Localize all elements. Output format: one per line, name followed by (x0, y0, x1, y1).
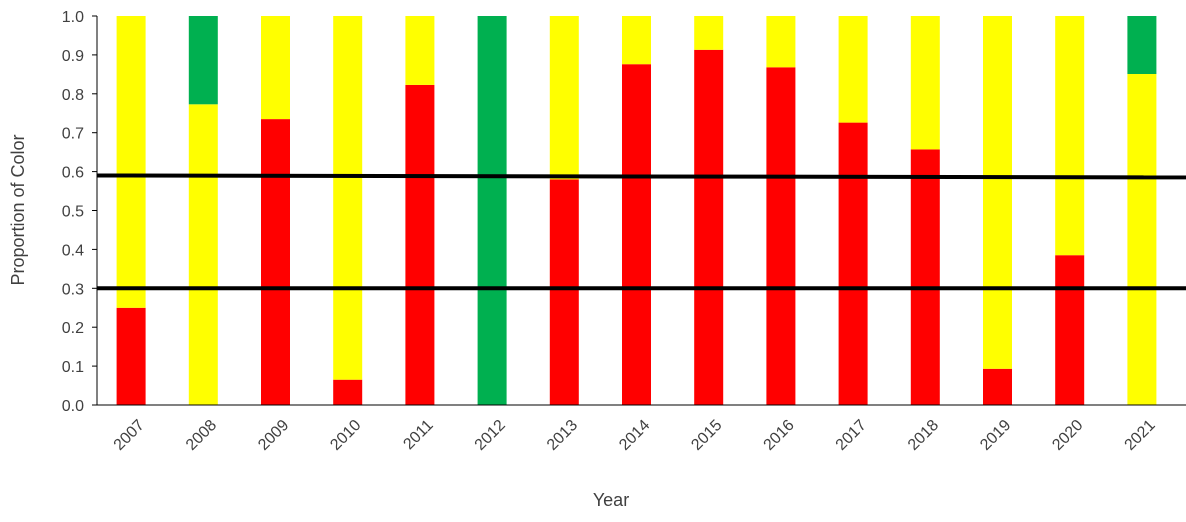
bar-segment-2007-1 (116, 16, 146, 308)
x-tick-label: 2020 (1049, 417, 1086, 454)
bar-segment-2018-1 (910, 16, 940, 150)
y-tick-label: 0.6 (62, 165, 84, 182)
bar-segment-2020-1 (1055, 16, 1085, 256)
bar-segment-2009-0 (261, 119, 290, 405)
y-tick-label: 0.2 (62, 320, 84, 337)
x-tick-label: 2012 (472, 417, 509, 454)
x-tick-label: 2007 (111, 417, 148, 454)
bar-segment-2021-2 (1127, 16, 1157, 74)
bar-segment-2007-0 (116, 307, 146, 406)
reference-lines-group (96, 173, 1186, 291)
y-tick-label: 0.7 (62, 126, 84, 143)
bar-segment-2013-1 (549, 16, 579, 180)
bar-segment-2011-1 (405, 16, 435, 85)
bar-segment-2017-0 (838, 122, 868, 405)
x-tick-label: 2008 (183, 417, 220, 454)
bar-segment-2008-2 (188, 16, 218, 105)
bar-segment-2020-0 (1055, 255, 1085, 405)
x-tick-label: 2019 (977, 417, 1014, 454)
y-tick-label: 0.5 (62, 204, 84, 221)
y-tick-label: 0.0 (62, 398, 84, 415)
bar-segment-2015-1 (694, 16, 724, 50)
x-tick-label: 2021 (1122, 417, 1159, 454)
x-tick-label: 2016 (761, 417, 798, 454)
bar-segment-2009-1 (261, 16, 290, 120)
bar-segment-2014-1 (622, 16, 651, 65)
y-tick-label: 0.3 (62, 281, 84, 298)
bar-segment-2010-0 (333, 379, 363, 405)
bar-segment-2008-1 (188, 104, 218, 406)
x-tick-label: 2010 (327, 417, 364, 454)
bar-segment-2015-0 (694, 49, 724, 406)
bar-segment-2012-2 (477, 16, 507, 405)
bar-segment-2014-0 (622, 64, 651, 405)
bar-segment-2016-0 (766, 67, 796, 406)
y-ticks-group: 0.0 0.1 0.2 0.3 0.4 0.5 0.6 0.7 0.8 0.9 1.0 (62, 9, 97, 415)
y-tick-label: 0.9 (62, 48, 84, 65)
bars-group (116, 16, 1157, 406)
x-tick-label: 2017 (833, 417, 870, 454)
bar-segment-2021-1 (1127, 74, 1157, 405)
bar-segment-2019-1 (983, 16, 1012, 369)
bar-segment-2017-1 (838, 16, 868, 123)
x-axis-title: Year (593, 490, 629, 510)
y-tick-label: 0.8 (62, 87, 84, 104)
y-tick-label: 0.4 (62, 242, 84, 259)
bar-segment-2018-0 (910, 149, 940, 405)
bar-segment-2013-0 (549, 179, 579, 405)
bar-segment-2010-1 (333, 16, 363, 380)
x-tick-label: 2018 (905, 417, 942, 454)
x-tick-label: 2015 (688, 417, 725, 454)
x-tick-label: 2013 (544, 417, 581, 454)
y-tick-label: 0.1 (62, 359, 84, 376)
bar-segment-2011-0 (405, 84, 435, 406)
x-tick-label: 2011 (400, 417, 436, 453)
reference-line-0 (96, 173, 1186, 180)
x-tick-label: 2014 (616, 417, 653, 454)
x-tick-label: 2009 (255, 417, 292, 454)
y-axis-title: Proportion of Color (8, 134, 28, 285)
x-ticks-group: 2007 2008 2009 2010 2011 2012 2013 2014 2015 2016… (111, 417, 1159, 454)
y-tick-label: 1.0 (62, 9, 84, 26)
bar-segment-2019-0 (983, 368, 1012, 405)
bar-segment-2016-1 (766, 16, 796, 68)
